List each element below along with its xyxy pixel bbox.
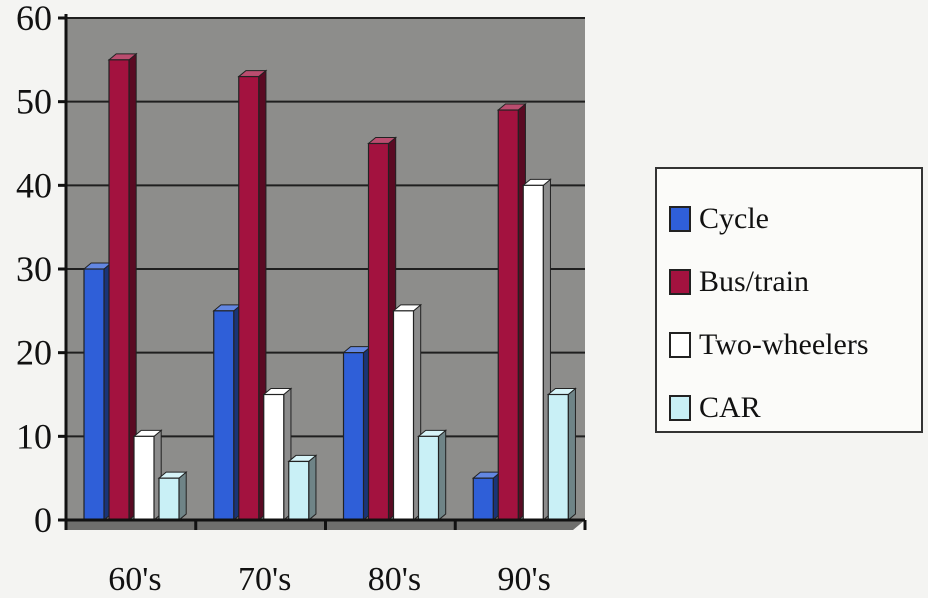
legend-swatch-cycle <box>669 205 691 232</box>
legend-item-cycle: Cycle <box>669 187 921 250</box>
category-label-90-s: 90's <box>497 561 550 598</box>
legend-item-bus-train: Bus/train <box>669 250 921 313</box>
bar-side <box>308 454 317 522</box>
bar-front <box>288 460 310 521</box>
axes <box>58 14 587 530</box>
y-tick-label: 60 <box>16 0 52 38</box>
legend-label-bus-train: Bus/train <box>699 264 809 298</box>
bar-two-wheelers-80-s <box>392 303 423 522</box>
bar-front <box>392 310 415 521</box>
y-tick-label: 30 <box>16 249 52 289</box>
bar-two-wheelers-70-s <box>262 387 293 522</box>
bars <box>82 52 577 522</box>
y-tick-labels: 0 10 20 30 40 50 60 <box>16 0 52 540</box>
legend-swatch-bus-train <box>669 268 691 295</box>
y-tick-label: 0 <box>34 500 52 540</box>
bar-front <box>367 142 390 521</box>
legend-swatch-two-wheelers <box>669 331 691 358</box>
bar-front <box>417 435 440 521</box>
bar-front <box>158 477 180 521</box>
bar-cycle-70-s <box>212 303 243 522</box>
category-label-60-s: 60's <box>108 561 161 598</box>
y-tick-label: 50 <box>16 82 52 122</box>
bar-car-90-s <box>546 387 577 522</box>
bar-two-wheelers-90-s <box>521 178 552 522</box>
bar-front <box>83 268 105 521</box>
bar-cycle-80-s <box>342 345 373 522</box>
bar-car-60-s <box>157 471 188 522</box>
bar-front <box>213 310 235 521</box>
category-label-80-s: 80's <box>368 561 421 598</box>
bar-front <box>342 352 365 521</box>
bar-bus-train-70-s <box>237 69 268 522</box>
bar-bus-train-80-s <box>367 136 398 522</box>
bar-side <box>567 387 576 522</box>
category-label-70-s: 70's <box>238 561 291 598</box>
bar-front <box>547 393 569 521</box>
bar-front <box>133 435 155 521</box>
bar-front <box>522 184 544 521</box>
category-labels: 60's 70's 80's 90's <box>108 561 551 598</box>
legend-label-car: CAR <box>699 390 761 424</box>
bar-front <box>238 75 260 521</box>
legend-item-two-wheelers: Two-wheelers <box>669 313 921 376</box>
bar-front <box>108 59 130 521</box>
y-tick-label: 10 <box>16 416 52 456</box>
legend: Cycle Bus/train Two-wheelers CAR <box>655 167 923 433</box>
legend-swatch-car <box>669 394 691 421</box>
bar-front <box>497 109 519 521</box>
bar-car-80-s <box>417 429 448 522</box>
bar-two-wheelers-60-s <box>132 429 163 522</box>
bar-bus-train-90-s <box>496 102 527 522</box>
y-tick-label: 20 <box>16 333 52 373</box>
bar-front <box>263 393 285 521</box>
legend-label-cycle: Cycle <box>699 201 769 235</box>
bar-bus-train-60-s <box>107 52 138 522</box>
y-tick-label: 40 <box>16 165 52 205</box>
legend-item-car: CAR <box>669 376 921 439</box>
legend-label-two-wheelers: Two-wheelers <box>699 327 869 361</box>
bar-car-70-s <box>287 454 318 522</box>
bar-cycle-90-s <box>471 471 502 522</box>
bar-front <box>472 477 494 521</box>
bar-side <box>178 471 187 522</box>
bar-side <box>438 429 447 522</box>
bar-cycle-60-s <box>82 261 113 522</box>
